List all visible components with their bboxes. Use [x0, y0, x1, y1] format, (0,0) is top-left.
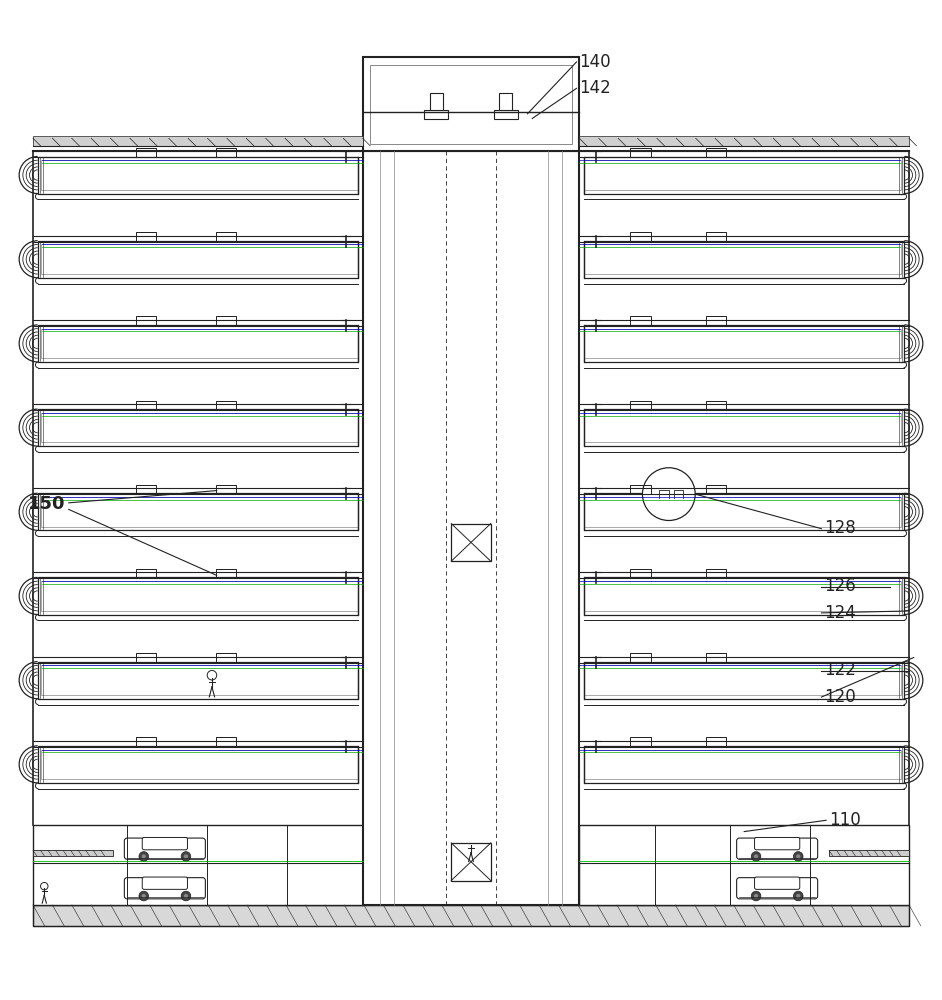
Bar — [829, 850, 909, 856]
Bar — [430, 93, 443, 112]
Bar — [41, 413, 358, 442]
Bar — [33, 136, 363, 146]
FancyBboxPatch shape — [124, 878, 205, 899]
Bar — [38, 493, 358, 530]
Bar — [579, 136, 909, 146]
Bar — [41, 244, 358, 274]
Bar — [38, 746, 358, 783]
Bar — [33, 850, 113, 856]
Bar — [41, 497, 358, 527]
Text: 150: 150 — [28, 495, 66, 513]
Bar — [584, 750, 901, 779]
Bar — [41, 750, 358, 779]
Circle shape — [141, 854, 146, 859]
Circle shape — [184, 894, 188, 898]
Bar — [38, 325, 358, 362]
Bar — [38, 662, 358, 699]
Circle shape — [41, 882, 48, 890]
Bar — [41, 665, 358, 695]
Bar — [451, 843, 491, 881]
FancyBboxPatch shape — [737, 838, 818, 859]
FancyBboxPatch shape — [755, 877, 800, 889]
Circle shape — [141, 894, 146, 898]
Bar — [38, 157, 358, 194]
Circle shape — [181, 852, 190, 861]
Text: 128: 128 — [824, 519, 856, 537]
Bar — [424, 110, 448, 119]
Text: 142: 142 — [579, 79, 611, 97]
Text: 140: 140 — [579, 53, 611, 71]
Bar — [38, 241, 358, 278]
Circle shape — [793, 852, 803, 861]
Circle shape — [642, 468, 695, 520]
Circle shape — [796, 894, 801, 898]
Text: 122: 122 — [824, 661, 856, 679]
Bar — [41, 160, 358, 190]
Bar — [33, 905, 909, 926]
Bar — [584, 665, 901, 695]
Bar — [584, 157, 904, 194]
Circle shape — [138, 852, 149, 861]
Circle shape — [793, 891, 803, 901]
Bar — [584, 662, 904, 699]
Bar — [584, 577, 904, 615]
FancyBboxPatch shape — [142, 837, 187, 850]
Circle shape — [207, 670, 217, 680]
FancyBboxPatch shape — [737, 878, 818, 899]
Bar — [363, 57, 579, 151]
FancyBboxPatch shape — [124, 838, 205, 859]
Bar — [41, 581, 358, 611]
Bar — [499, 93, 512, 112]
Text: 124: 124 — [824, 604, 856, 622]
Circle shape — [751, 891, 761, 901]
Bar — [363, 151, 579, 905]
Bar — [584, 746, 904, 783]
Bar — [584, 493, 904, 530]
Bar — [363, 825, 579, 905]
Bar — [584, 413, 901, 442]
Bar — [584, 329, 901, 358]
Bar — [38, 577, 358, 615]
Circle shape — [467, 838, 475, 846]
Text: 120: 120 — [824, 688, 856, 706]
Bar — [584, 244, 901, 274]
Bar — [584, 581, 901, 611]
Bar — [584, 497, 901, 527]
Bar — [33, 905, 909, 926]
FancyBboxPatch shape — [755, 837, 800, 850]
Bar — [584, 241, 904, 278]
Bar — [494, 110, 518, 119]
Circle shape — [751, 852, 761, 861]
Circle shape — [754, 894, 758, 898]
Circle shape — [184, 854, 188, 859]
Bar — [33, 825, 363, 905]
Text: 126: 126 — [824, 577, 856, 595]
Circle shape — [138, 891, 149, 901]
Circle shape — [796, 854, 801, 859]
Circle shape — [754, 854, 758, 859]
Bar — [584, 325, 904, 362]
Bar — [579, 825, 909, 905]
Circle shape — [181, 891, 190, 901]
Bar — [38, 409, 358, 446]
Bar — [370, 65, 572, 144]
Bar — [584, 409, 904, 446]
Text: 110: 110 — [829, 811, 861, 829]
Bar — [584, 160, 901, 190]
FancyBboxPatch shape — [142, 877, 187, 889]
Bar — [451, 524, 491, 561]
Bar — [41, 329, 358, 358]
